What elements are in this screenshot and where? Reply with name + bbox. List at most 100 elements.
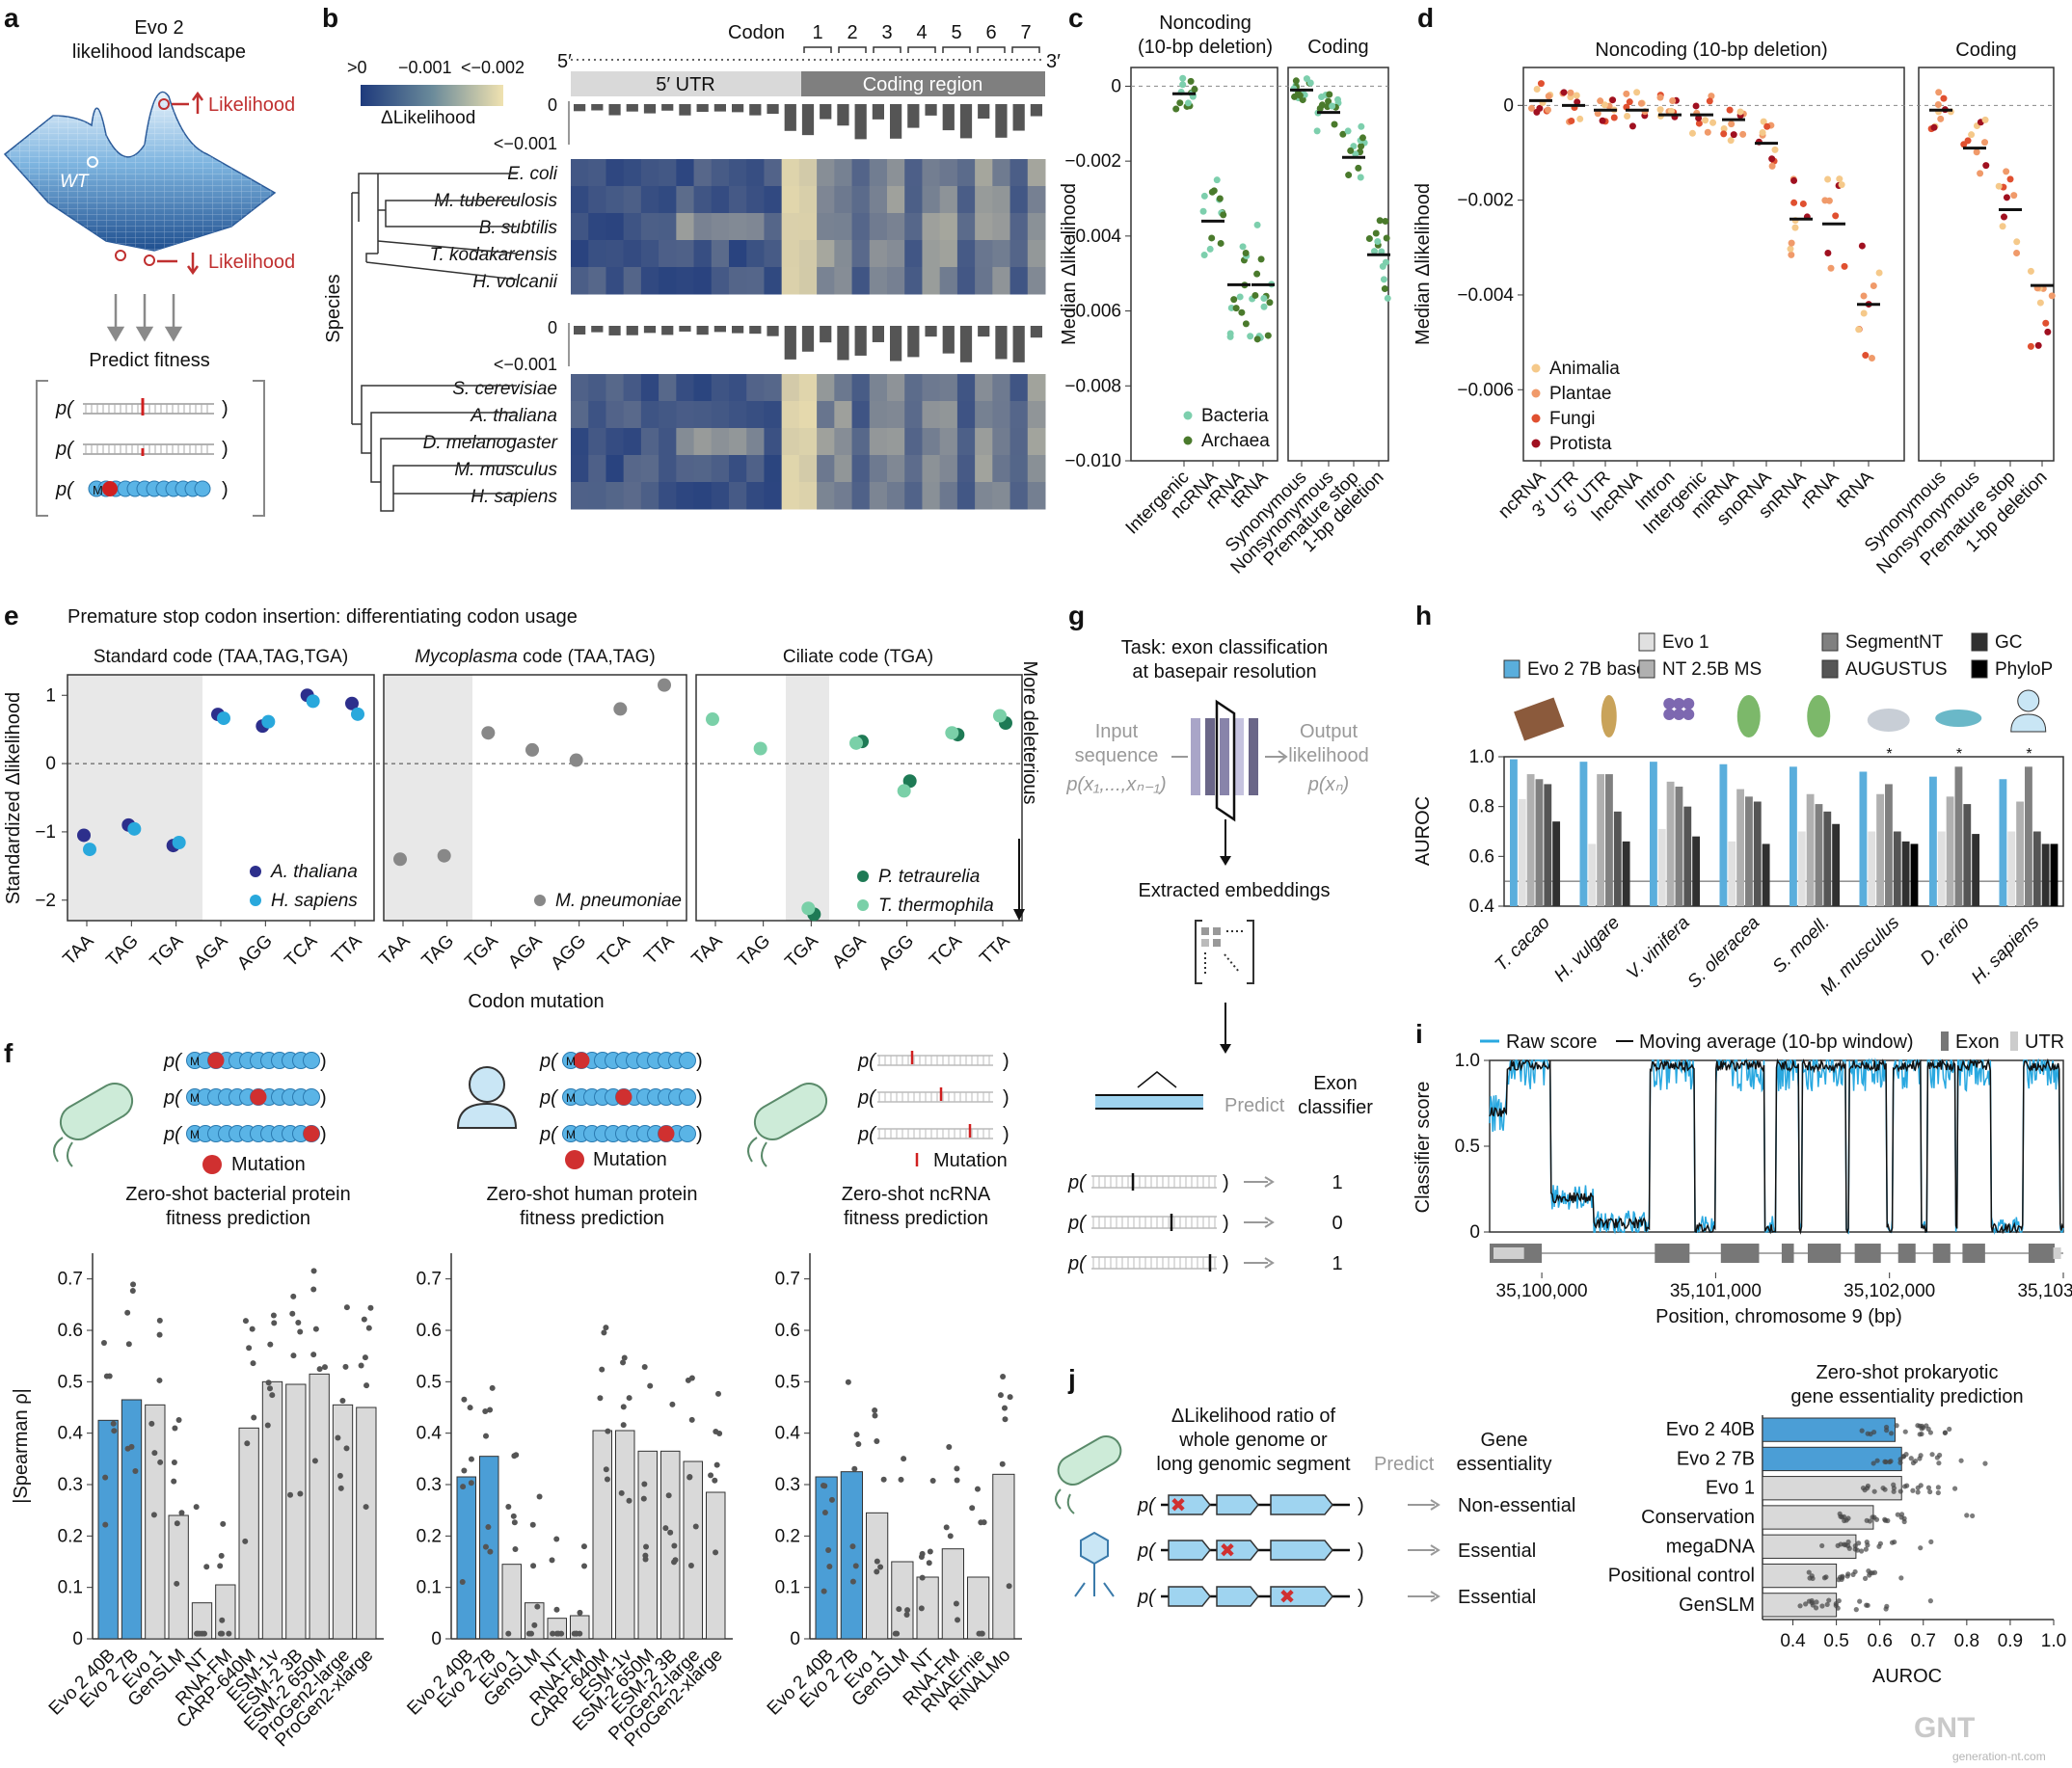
panel-label-h: h: [1415, 601, 1432, 630]
data-point: [264, 1422, 271, 1429]
heatmap-cell: [939, 186, 958, 214]
data-point: [1001, 1405, 1008, 1411]
bar: [1963, 804, 1972, 906]
data-point: [1885, 1517, 1891, 1524]
data-point: [1824, 1601, 1830, 1608]
y-tick-label: 0.6: [775, 1321, 800, 1341]
y-tick-label: Evo 2 7B: [1677, 1448, 1755, 1469]
delta-bar: [925, 104, 937, 116]
heatmap-cell: [851, 213, 871, 241]
p-close: ): [696, 1087, 703, 1109]
utr-region-bar: [571, 71, 801, 96]
delta-bar: [713, 326, 726, 333]
y-tick-label: 0.4: [58, 1424, 84, 1444]
three-prime-label: 3′: [1046, 51, 1061, 72]
data-point: [1379, 262, 1386, 270]
heatmap-cell: [992, 482, 1011, 510]
delta-bar: [626, 326, 638, 335]
data-point: [1763, 122, 1771, 130]
codon-number: 7: [1020, 22, 1031, 43]
bar: [1588, 844, 1597, 906]
legend-swatch: [1821, 659, 1839, 679]
y-tick-label: GenSLM: [1679, 1594, 1755, 1616]
heatmap-cell: [711, 401, 730, 429]
heatmap-cell: [817, 401, 835, 429]
legend-label: T. thermophila: [878, 896, 994, 916]
gene-block: [1168, 1494, 1211, 1515]
x-tick-label: TAG: [735, 931, 774, 971]
exon-block: [1655, 1244, 1690, 1263]
data-point: [226, 1630, 232, 1637]
utr-block: [1493, 1247, 1524, 1259]
data-point: [174, 1520, 180, 1527]
bar: [592, 1430, 612, 1640]
heatmap-cell: [939, 455, 958, 483]
data-point: [1609, 96, 1617, 104]
heatmap-cell: [676, 186, 695, 214]
data-point: [1692, 102, 1700, 110]
data-point: [1334, 95, 1342, 103]
data-point: [83, 843, 96, 857]
bar: [309, 1373, 330, 1640]
data-point: [1919, 1423, 1924, 1429]
heatmap-cell: [1009, 240, 1029, 268]
wt-label: WT: [60, 172, 90, 192]
heatmap-cell: [956, 240, 976, 268]
svg-text:M: M: [93, 483, 103, 497]
heatmap-cell: [869, 428, 888, 456]
plot-frame: [1130, 67, 1278, 462]
x-tick-label: S. oleracea: [1683, 913, 1763, 993]
heatmap-cell: [817, 213, 835, 241]
data-point: [1236, 293, 1244, 301]
data-point: [1852, 1568, 1858, 1575]
codon-bracket: [942, 46, 971, 53]
data-point: [251, 1414, 257, 1421]
data-point: [1845, 1539, 1851, 1545]
heatmap-cell: [1009, 186, 1029, 214]
data-point: [1702, 117, 1709, 124]
codon-number: 4: [916, 22, 927, 43]
data-point: [919, 1574, 926, 1581]
data-point: [106, 1373, 113, 1380]
legend-swatch: [1971, 659, 1988, 679]
species-label: T. kodakarensis: [430, 245, 558, 265]
data-point: [1937, 115, 1945, 122]
data-point: [1843, 1517, 1849, 1523]
gene-block: [1216, 1540, 1259, 1561]
data-point: [1567, 89, 1574, 96]
data-point: [342, 1363, 349, 1370]
data-point: [1365, 235, 1373, 243]
heatmap-cell: [904, 374, 923, 402]
heatmap-cell: [904, 186, 923, 214]
species-label: H. volcanii: [472, 272, 557, 292]
data-point: [828, 1496, 835, 1503]
data-point: [1809, 1597, 1815, 1604]
delta-bar: [1012, 326, 1025, 362]
data-point: [1835, 1542, 1841, 1548]
data-point: [1264, 332, 1272, 339]
data-point: [2027, 267, 2034, 275]
bar: [891, 1561, 914, 1640]
y-tick-label: Positional control: [1608, 1566, 1755, 1587]
data-point: [620, 1404, 627, 1410]
delta-bar: [978, 326, 990, 337]
data-point: [157, 1459, 164, 1465]
heatmap-cell: [659, 213, 677, 241]
data-point: [955, 1617, 961, 1623]
legend-label: AUGUSTUS: [1845, 659, 1948, 680]
data-point: [151, 1450, 158, 1457]
svg-text:p(: p(: [55, 479, 75, 500]
data-point: [1857, 1598, 1863, 1604]
data-point: [943, 1524, 950, 1531]
x-tick-label: S. moell.: [1769, 913, 1834, 978]
heatmap-cell: [764, 482, 783, 510]
data-point: [853, 1432, 860, 1438]
heatmap-cell: [904, 401, 923, 429]
x-tick-label: TCA: [594, 930, 634, 971]
delta-bar: [942, 326, 955, 354]
data-point: [1927, 1488, 1933, 1495]
data-point: [290, 1293, 297, 1299]
delta-bar: [679, 326, 691, 332]
data-point: [553, 1606, 560, 1613]
data-point: [1191, 86, 1198, 94]
